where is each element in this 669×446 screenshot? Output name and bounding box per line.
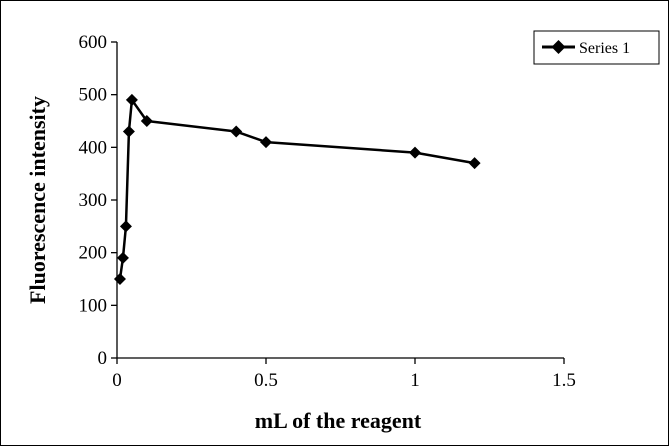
y-tick-label: 600 [79, 32, 108, 53]
data-point-marker [125, 93, 138, 106]
data-point-marker [260, 136, 272, 149]
data-point-marker [140, 115, 153, 127]
y-tick-label: 0 [98, 348, 108, 369]
y-tick-label: 500 [79, 85, 108, 106]
data-point-marker [409, 146, 421, 159]
y-axis-label: Fluorescence intensity [25, 96, 50, 304]
axes [116, 42, 564, 359]
data-point-marker [122, 125, 135, 138]
series-layer [113, 93, 481, 285]
x-ticks: 0 0.5 1 1.5 [112, 358, 576, 391]
data-point-marker [468, 157, 481, 170]
x-tick-label: 1.5 [552, 370, 576, 391]
x-axis-label: mL of the reagent [255, 408, 422, 433]
y-ticks: 0 100 200 300 400 500 600 [79, 32, 117, 369]
y-tick-label: 100 [79, 295, 108, 316]
data-point-marker [119, 220, 132, 233]
y-tick-label: 200 [79, 243, 108, 264]
data-point-marker [113, 273, 126, 285]
series-line [118, 98, 475, 280]
legend-marker [551, 40, 566, 54]
x-tick-label: 0 [112, 370, 122, 391]
x-tick-label: 1 [410, 370, 420, 391]
data-point-marker [116, 251, 129, 264]
x-tick-label: 0.5 [254, 370, 278, 391]
data-point-marker [230, 125, 243, 138]
y-tick-label: 300 [79, 190, 108, 211]
y-tick-label: 400 [79, 137, 108, 158]
legend: Series 1 [533, 30, 660, 65]
legend-label: Series 1 [579, 40, 630, 57]
